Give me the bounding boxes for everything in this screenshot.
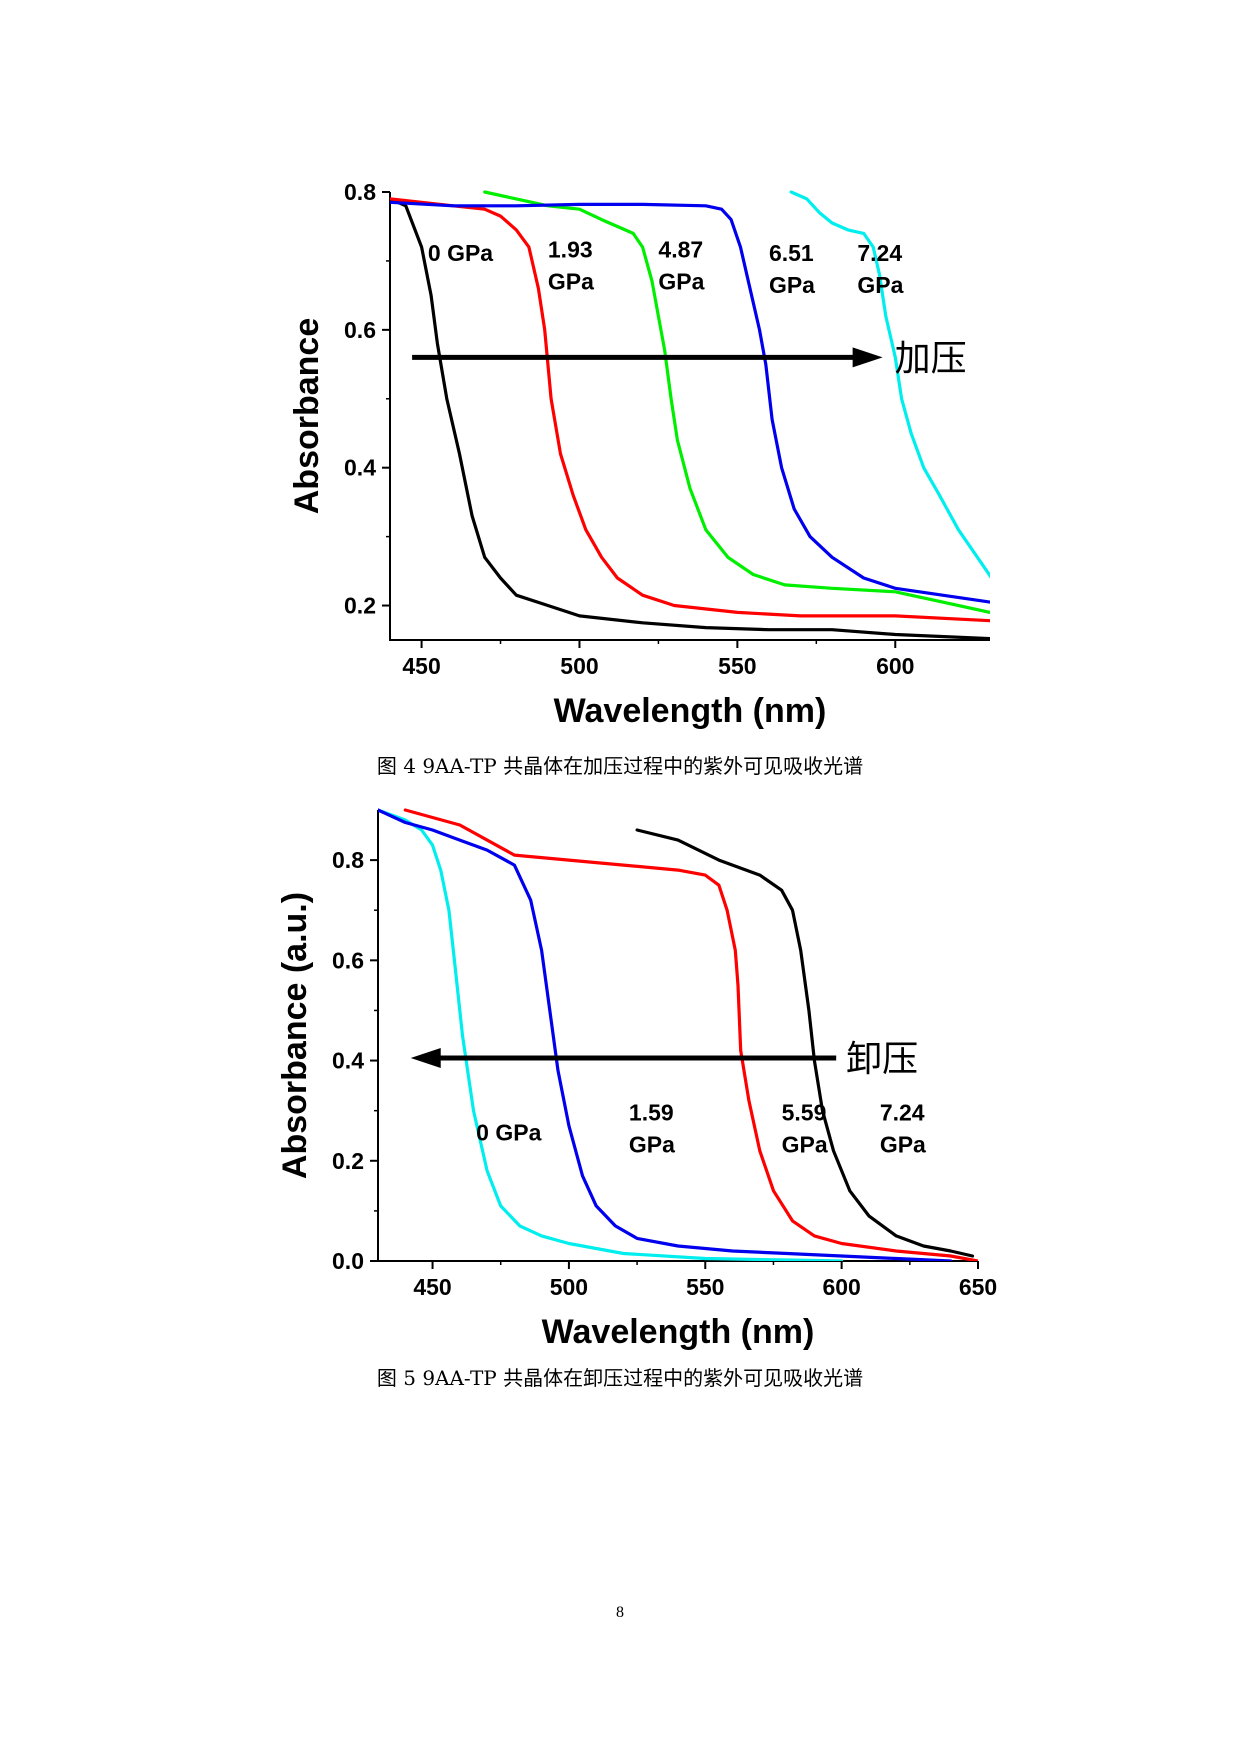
chart1-x-tick-label-650: 650 bbox=[959, 1274, 997, 1300]
chart1-series-label-1-line-0: 1.59 bbox=[629, 1100, 674, 1126]
chart1-x-tick-label-550: 550 bbox=[686, 1274, 724, 1300]
chart1-x-tick-label-450: 450 bbox=[413, 1274, 451, 1300]
chart0-y-tick-label-0.2: 0.2 bbox=[344, 593, 376, 619]
chart0-y-tick-label-0.6: 0.6 bbox=[344, 317, 376, 343]
chart1-series-line-2 bbox=[405, 810, 978, 1261]
chart0-x-tick-label-550: 550 bbox=[718, 653, 756, 679]
chart1-x-axis-title: Wavelength (nm) bbox=[542, 1313, 815, 1351]
figure-5-caption: 图 5 9AA-TP 共晶体在卸压过程中的紫外可见吸收光谱 bbox=[0, 1362, 1240, 1391]
chart0-x-tick-label-500: 500 bbox=[560, 653, 598, 679]
chart1-series-line-3 bbox=[637, 830, 972, 1256]
chart1-y-tick-label-0: 0.0 bbox=[332, 1248, 364, 1274]
chart0-arrow-head bbox=[853, 347, 883, 367]
chart0-x-tick-label-450: 450 bbox=[402, 653, 440, 679]
chart0-arrow-label: 加压 bbox=[895, 338, 967, 379]
chart1-axes bbox=[378, 810, 978, 1261]
chart0-series-label-3-line-0: 6.51 bbox=[769, 240, 814, 266]
chart1-series-label-2-line-0: 5.59 bbox=[782, 1100, 827, 1126]
chart0-series-label-2-line-1: GPa bbox=[658, 268, 704, 294]
chart0-y-axis-title: Absorbance bbox=[288, 318, 326, 515]
chart1-series-label-3-line-1: GPa bbox=[880, 1132, 926, 1158]
chart0-series-label-3-line-1: GPa bbox=[769, 272, 815, 298]
chart1-series-line-0 bbox=[378, 810, 842, 1261]
chart0-series-label-1-line-1: GPa bbox=[548, 268, 594, 294]
chart1-series-label-0-line-0: 0 GPa bbox=[476, 1120, 541, 1146]
chart1-y-axis-title: Absorbance (a.u.) bbox=[276, 892, 314, 1179]
figure-4-chart: 450 500 550 600 0.2 0.4 0.6 0.8 Wavelength (nm) A… bbox=[0, 150, 1240, 730]
chart1-y-tick-label-0.6: 0.6 bbox=[332, 947, 364, 973]
chart0-series-label-2-line-0: 4.87 bbox=[658, 236, 703, 262]
figure-4-caption: 图 4 9AA-TP 共晶体在加压过程中的紫外可见吸收光谱 bbox=[0, 750, 1240, 779]
chart0-series-label-4-line-1: GPa bbox=[857, 272, 903, 298]
chart0-series-label-0-line-0: 0 GPa bbox=[428, 240, 493, 266]
chart1-x-tick-label-500: 500 bbox=[550, 1274, 588, 1300]
chart1-arrow-head bbox=[411, 1048, 441, 1068]
chart1-series-label-2-line-1: GPa bbox=[782, 1132, 828, 1158]
chart0-x-axis-title: Wavelength (nm) bbox=[554, 692, 827, 730]
chart1-y-tick-label-0.2: 0.2 bbox=[332, 1148, 364, 1174]
page-number: 8 bbox=[0, 1604, 1240, 1622]
chart1-series-label-3-line-0: 7.24 bbox=[880, 1100, 925, 1126]
chart1-y-tick-label-0.8: 0.8 bbox=[332, 847, 364, 873]
chart0-series-label-4-line-0: 7.24 bbox=[857, 240, 902, 266]
chart1-x-tick-label-600: 600 bbox=[822, 1274, 860, 1300]
chart0-y-tick-label-0.8: 0.8 bbox=[344, 179, 376, 205]
figure-5-chart: 450 500 550 600 650 0.0 0.2 0.4 0.6 0.8 Wavelength… bbox=[0, 780, 1240, 1360]
chart1-y-tick-label-0.4: 0.4 bbox=[332, 1048, 364, 1074]
chart0-y-tick-label-0.4: 0.4 bbox=[344, 455, 376, 481]
chart1-series-label-1-line-1: GPa bbox=[629, 1132, 675, 1158]
chart0-x-tick-label-600: 600 bbox=[876, 653, 914, 679]
chart1-arrow-label: 卸压 bbox=[846, 1039, 918, 1080]
chart0-series-label-1-line-0: 1.93 bbox=[548, 236, 593, 262]
